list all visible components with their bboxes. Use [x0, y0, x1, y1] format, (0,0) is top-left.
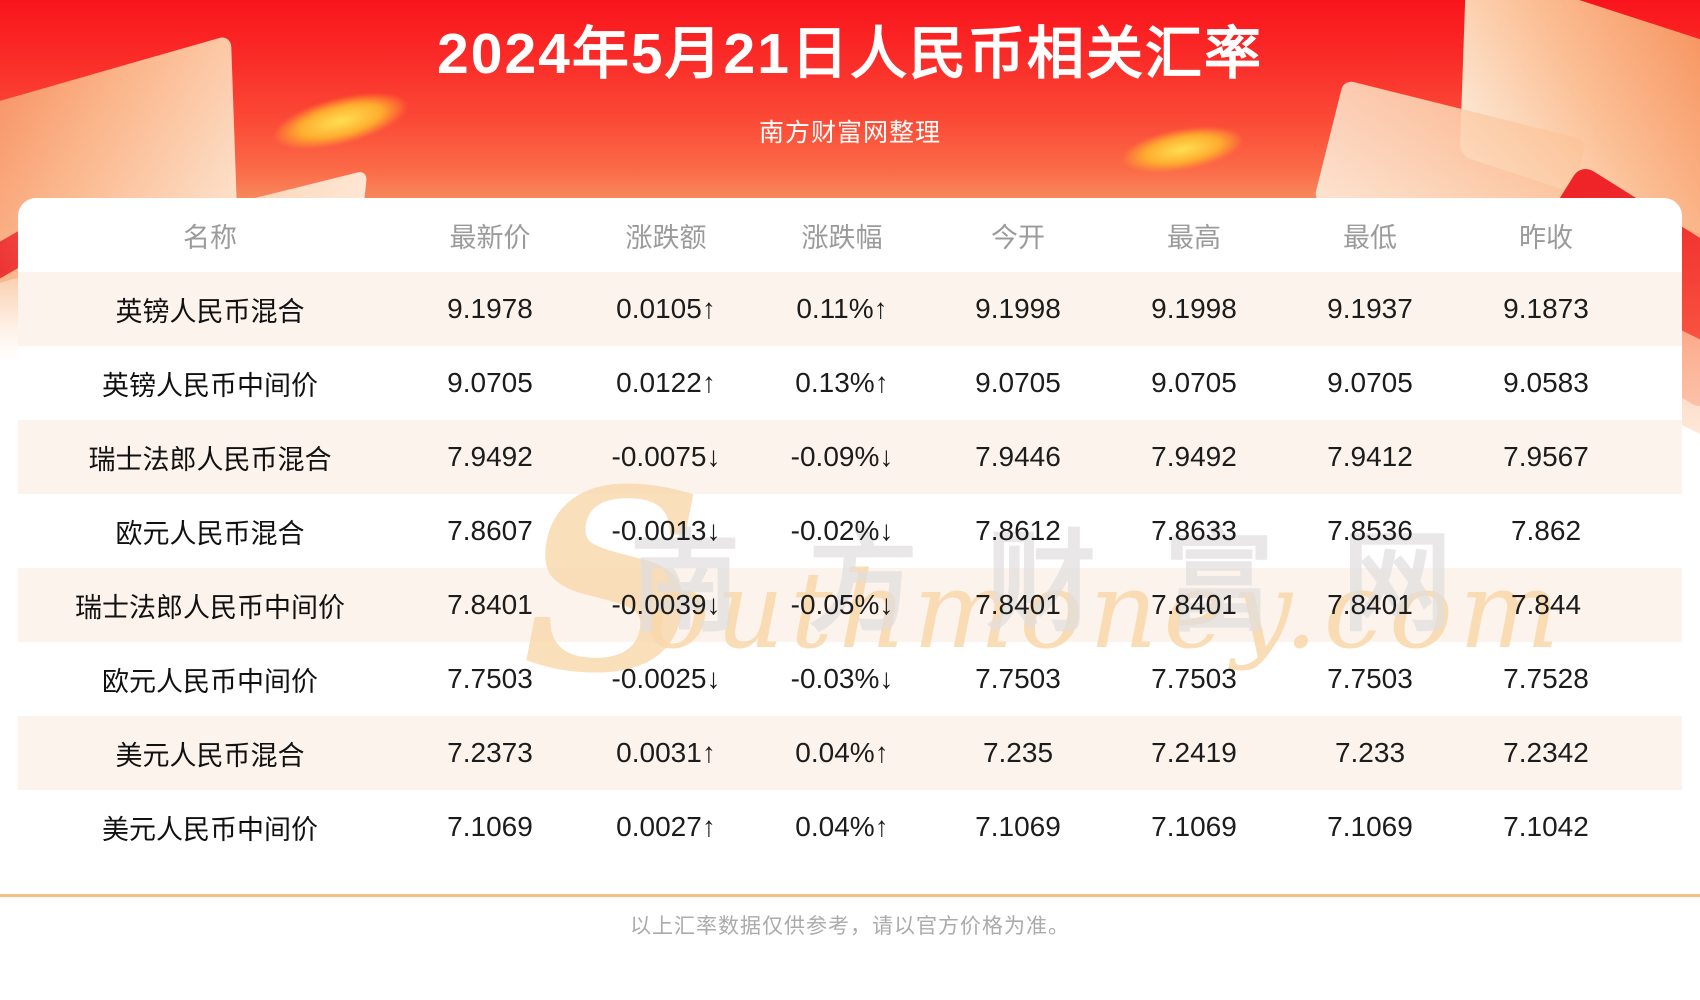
latest-cell: 7.2373: [447, 737, 533, 768]
change-cell: 0.0027↑: [616, 811, 716, 842]
table-header-row: 名称 最新价 涨跌额 涨跌幅 今开 最高 最低 昨收: [18, 198, 1634, 272]
column-header-prev-close: 昨收: [1519, 222, 1573, 253]
high-cell: 7.9492: [1151, 441, 1237, 472]
table-row: 欧元人民币混合 7.8607 -0.0013↓ -0.02%↓ 7.8612 7.8633…: [18, 494, 1634, 568]
prev-close-cell: 9.1873: [1503, 293, 1589, 324]
row-stripes-background: [18, 272, 1682, 864]
prev-close-cell: 7.844: [1510, 589, 1582, 620]
change-cell: 0.0031↑: [616, 737, 716, 768]
change-pct-cell: -0.02%↓: [790, 515, 894, 546]
column-header-change: 涨跌额: [625, 222, 707, 253]
prev-close-cell: 7.2342: [1503, 737, 1589, 768]
page-title: 2024年5月21日人民币相关汇率: [437, 22, 1263, 86]
low-cell: 7.8401: [1327, 589, 1413, 620]
open-cell: 9.0705: [975, 367, 1061, 398]
high-cell: 9.1998: [1151, 293, 1237, 324]
prev-close-cell: 7.9567: [1503, 441, 1589, 472]
rates-table-body: 英镑人民币混合 9.1978 0.0105↑ 0.11%↑ 9.1998 9.1998 9.…: [18, 272, 1634, 864]
column-header-high: 最高: [1167, 222, 1221, 253]
change-pct-cell: 0.04%↑: [795, 737, 889, 768]
change-cell: -0.0025↓: [611, 663, 721, 694]
open-cell: 7.8401: [975, 589, 1061, 620]
column-header-name: 名称: [183, 222, 237, 253]
low-cell: 7.233: [1334, 737, 1406, 768]
change-pct-cell: 0.13%↑: [795, 367, 889, 398]
footer-divider: [0, 894, 1700, 897]
latest-cell: 7.8607: [447, 515, 533, 546]
rates-card: S outhmoney.com 南方财富网 名称 最新价 涨跌额 涨跌幅 今开 最高 最低昨…: [18, 198, 1682, 864]
low-cell: 7.9412: [1327, 441, 1413, 472]
open-cell: 7.235: [982, 737, 1054, 768]
open-cell: 7.1069: [975, 811, 1061, 842]
column-header-latest: 最新价: [449, 222, 531, 253]
table-row: 瑞士法郎人民币中间价 7.8401 -0.0039↓ -0.05%↓ 7.8401 7.8…: [18, 568, 1634, 642]
instrument-name-cell: 欧元人民币中间价: [102, 666, 318, 697]
prev-close-cell: 9.0583: [1503, 367, 1589, 398]
table-row: 美元人民币混合 7.2373 0.0031↑ 0.04%↑ 7.235 7.2419 7.2…: [18, 716, 1634, 790]
prev-close-cell: 7.7528: [1503, 663, 1589, 694]
change-cell: -0.0075↓: [611, 441, 721, 472]
instrument-name-cell: 美元人民币混合: [115, 740, 305, 771]
low-cell: 7.8536: [1327, 515, 1413, 546]
change-cell: -0.0039↓: [611, 589, 721, 620]
high-cell: 9.0705: [1151, 367, 1237, 398]
column-header-open: 今开: [991, 222, 1045, 253]
prev-close-cell: 7.1042: [1503, 811, 1589, 842]
change-cell: 0.0105↑: [616, 293, 716, 324]
change-pct-cell: -0.09%↓: [790, 441, 894, 472]
table-row: 美元人民币中间价 7.1069 0.0027↑ 0.04%↑ 7.1069 7.1069 7…: [18, 790, 1634, 864]
latest-cell: 7.7503: [447, 663, 533, 694]
change-pct-cell: 0.04%↑: [795, 811, 889, 842]
instrument-name-cell: 瑞士法郎人民币混合: [88, 444, 332, 475]
latest-cell: 7.8401: [447, 589, 533, 620]
table-row: 英镑人民币中间价 9.0705 0.0122↑ 0.13%↑ 9.0705 9.0705 9…: [18, 346, 1634, 420]
exchange-rates-table: 名称 最新价 涨跌额 涨跌幅 今开 最高 最低 昨收 英镑人民币混合 9.1978 0.0105↑…: [18, 198, 1634, 864]
change-pct-cell: 0.11%↑: [796, 293, 888, 324]
low-cell: 7.1069: [1327, 811, 1413, 842]
latest-cell: 9.0705: [447, 367, 533, 398]
high-cell: 7.8401: [1151, 589, 1237, 620]
page-subtitle: 南方财富网整理: [758, 119, 941, 147]
prev-close-cell: 7.862: [1510, 515, 1582, 546]
change-cell: -0.0013↓: [611, 515, 721, 546]
instrument-name-cell: 瑞士法郎人民币中间价: [75, 592, 345, 623]
instrument-name-cell: 英镑人民币混合: [115, 296, 305, 327]
high-cell: 7.8633: [1151, 515, 1237, 546]
latest-cell: 9.1978: [447, 293, 533, 324]
change-pct-cell: -0.03%↓: [790, 663, 894, 694]
column-header-change-pct: 涨跌幅: [801, 222, 883, 253]
table-row: 欧元人民币中间价 7.7503 -0.0025↓ -0.03%↓ 7.7503 7.750…: [18, 642, 1634, 716]
low-cell: 7.7503: [1327, 663, 1413, 694]
high-cell: 7.7503: [1151, 663, 1237, 694]
high-cell: 7.1069: [1151, 811, 1237, 842]
column-header-low: 最低: [1343, 222, 1397, 253]
disclaimer-text: 以上汇率数据仅供参考，请以官方价格为准。: [630, 915, 1070, 938]
change-pct-cell: -0.05%↓: [790, 589, 894, 620]
instrument-name-cell: 英镑人民币中间价: [102, 370, 318, 401]
latest-cell: 7.9492: [447, 441, 533, 472]
open-cell: 7.8612: [975, 515, 1061, 546]
latest-cell: 7.1069: [447, 811, 533, 842]
open-cell: 7.7503: [975, 663, 1061, 694]
table-row: 瑞士法郎人民币混合 7.9492 -0.0075↓ -0.09%↓ 7.9446 7.94…: [18, 420, 1634, 494]
open-cell: 7.9446: [975, 441, 1061, 472]
low-cell: 9.1937: [1327, 293, 1413, 324]
open-cell: 9.1998: [975, 293, 1061, 324]
table-row: 英镑人民币混合 9.1978 0.0105↑ 0.11%↑ 9.1998 9.1998 9.…: [18, 272, 1634, 346]
low-cell: 9.0705: [1327, 367, 1413, 398]
change-cell: 0.0122↑: [616, 367, 716, 398]
instrument-name-cell: 欧元人民币混合: [115, 518, 305, 549]
instrument-name-cell: 美元人民币中间价: [102, 814, 318, 845]
high-cell: 7.2419: [1151, 737, 1237, 768]
